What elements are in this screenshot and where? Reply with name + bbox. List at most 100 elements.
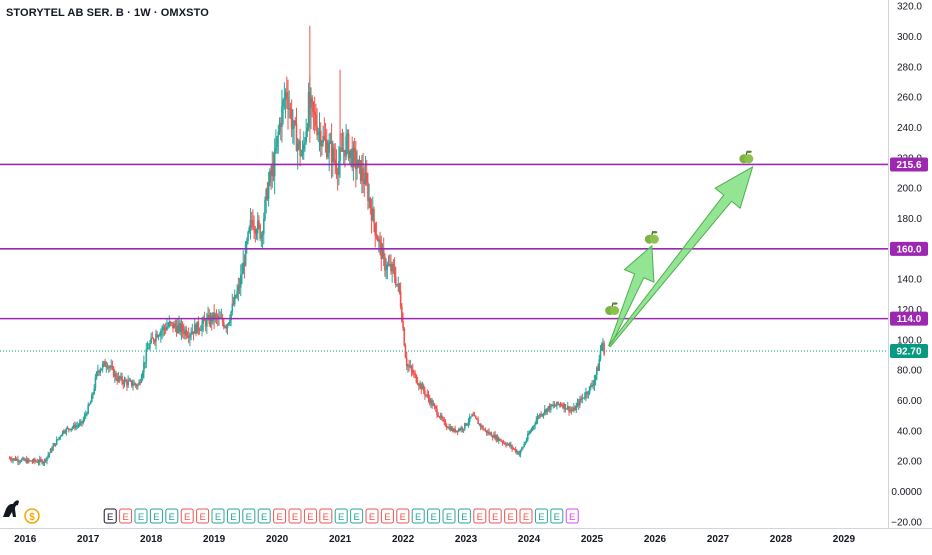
candle-body — [269, 171, 271, 183]
y-tick-label: 20.00 — [897, 457, 922, 468]
candle-body — [24, 459, 26, 461]
candle-body — [327, 152, 329, 157]
candle-body — [198, 329, 201, 331]
candle-body — [246, 241, 248, 245]
dollar-icon — [24, 508, 40, 524]
candle-body — [298, 140, 300, 144]
candle-body — [480, 426, 483, 428]
candle-body — [231, 303, 234, 312]
candle-body — [476, 418, 478, 420]
candle-body — [20, 459, 23, 462]
candle-body — [422, 385, 425, 391]
candle-body — [244, 244, 247, 266]
candle-body — [582, 397, 585, 399]
level-price-label: 160.0 — [896, 244, 921, 255]
earnings-marker-box — [134, 508, 148, 524]
x-tick-label: 2018 — [140, 534, 163, 545]
candle-body — [180, 324, 183, 332]
earnings-marker-label: E — [369, 512, 375, 523]
candle-body — [556, 401, 558, 406]
candle-body — [427, 394, 430, 399]
candle-body — [569, 409, 571, 412]
candle-body — [21, 458, 24, 460]
candle-body — [179, 322, 182, 332]
candle-body — [65, 428, 68, 433]
candle-body — [334, 159, 337, 164]
candle-body — [436, 408, 438, 415]
candle-body — [363, 179, 366, 185]
x-tick-label: 2021 — [329, 534, 352, 545]
candle-body — [405, 357, 408, 367]
candle-body — [157, 335, 160, 338]
candle-body — [279, 123, 282, 127]
candle-body — [59, 436, 62, 438]
candle-body — [275, 147, 277, 151]
candle-body — [335, 163, 338, 173]
candle-body — [330, 140, 333, 162]
candle-body — [293, 120, 295, 129]
candle-body — [323, 135, 326, 140]
candle-body — [118, 376, 121, 379]
candle-body — [178, 322, 180, 326]
candle-body — [187, 336, 190, 338]
candle-body — [195, 324, 197, 334]
candle-body — [357, 159, 360, 168]
candle-body — [288, 108, 291, 110]
forecast-arrow — [608, 244, 655, 347]
candle-body — [40, 459, 42, 461]
candle-body — [375, 235, 378, 238]
candle-body — [432, 404, 435, 406]
candle-body — [347, 133, 350, 159]
candle-body — [418, 384, 420, 386]
candle-body — [353, 147, 356, 152]
candle-body — [356, 167, 358, 170]
candle-body — [473, 415, 476, 417]
candle-body — [31, 461, 34, 463]
candle-body — [176, 325, 179, 333]
candle-body — [122, 381, 125, 384]
earnings-marker-box — [427, 508, 441, 524]
earnings-marker-box — [288, 508, 302, 524]
candle-body — [236, 291, 238, 298]
candle-body — [287, 96, 289, 110]
candle-body — [518, 453, 521, 455]
earnings-marker: E — [411, 508, 425, 524]
chart-title: STORYTEL AB SER. B · 1W · OMXSTO — [6, 7, 209, 19]
candle-body — [161, 329, 163, 332]
candle-body — [488, 431, 490, 435]
candle-body — [401, 306, 403, 322]
earnings-marker-box — [119, 508, 133, 524]
candle-body — [60, 434, 63, 437]
earnings-marker: E — [303, 508, 317, 524]
candle-body — [319, 130, 322, 147]
candle-body — [129, 380, 132, 382]
candle-body — [602, 343, 604, 345]
candle-body — [290, 109, 293, 129]
y-tick-label: 300.0 — [897, 32, 922, 43]
candle-body — [490, 433, 493, 437]
candle-body — [338, 161, 340, 175]
earnings-marker-label: E — [230, 512, 236, 523]
candle-body — [71, 427, 74, 429]
candle-body — [380, 242, 383, 259]
candle-body — [348, 150, 351, 159]
candle-body — [166, 327, 168, 331]
candle-body — [66, 428, 69, 430]
earnings-marker: E — [165, 508, 179, 524]
candle-body — [226, 324, 229, 329]
candle-body — [270, 171, 272, 176]
candle-body — [514, 449, 517, 453]
candle-body — [388, 264, 391, 266]
x-tick-label: 2029 — [833, 534, 856, 545]
candle-body — [248, 227, 251, 233]
candle-body — [209, 315, 212, 324]
candle-body — [462, 428, 465, 430]
candle-body — [420, 383, 423, 390]
candle-body — [564, 404, 567, 410]
candle-body — [352, 147, 355, 168]
earnings-marker-box — [273, 508, 287, 524]
candle-body — [466, 423, 469, 426]
candle-body — [553, 405, 556, 407]
